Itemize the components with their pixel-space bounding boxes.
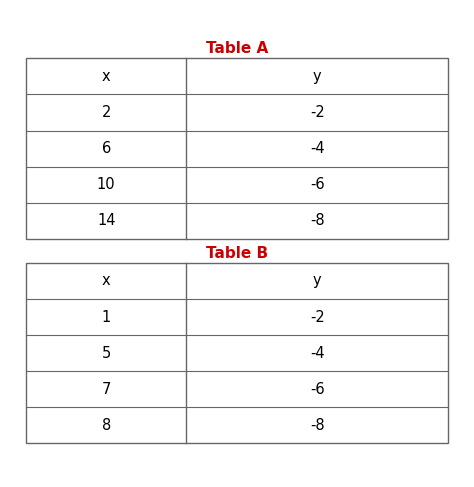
Text: -4: -4	[310, 346, 325, 360]
Text: 7: 7	[101, 382, 111, 396]
Text: -2: -2	[310, 105, 325, 120]
Text: -6: -6	[310, 177, 325, 192]
Text: -8: -8	[310, 418, 325, 432]
Text: 5: 5	[101, 346, 111, 360]
Text: -8: -8	[310, 213, 325, 228]
Text: 14: 14	[97, 213, 116, 228]
Text: -2: -2	[310, 310, 325, 324]
Text: -6: -6	[310, 382, 325, 396]
Text: 2: 2	[101, 105, 111, 120]
Text: x: x	[102, 69, 110, 84]
Text: -4: -4	[310, 141, 325, 156]
Text: 6: 6	[101, 141, 111, 156]
Text: 10: 10	[97, 177, 116, 192]
Bar	[26, 58, 448, 239]
Text: 1: 1	[101, 310, 111, 324]
Text: x: x	[102, 274, 110, 288]
Text: y: y	[313, 274, 321, 288]
Text: Table A: Table A	[206, 41, 268, 56]
Text: Table B: Table B	[206, 246, 268, 261]
Bar	[26, 263, 448, 443]
Text: 8: 8	[101, 418, 111, 432]
Text: y: y	[313, 69, 321, 84]
